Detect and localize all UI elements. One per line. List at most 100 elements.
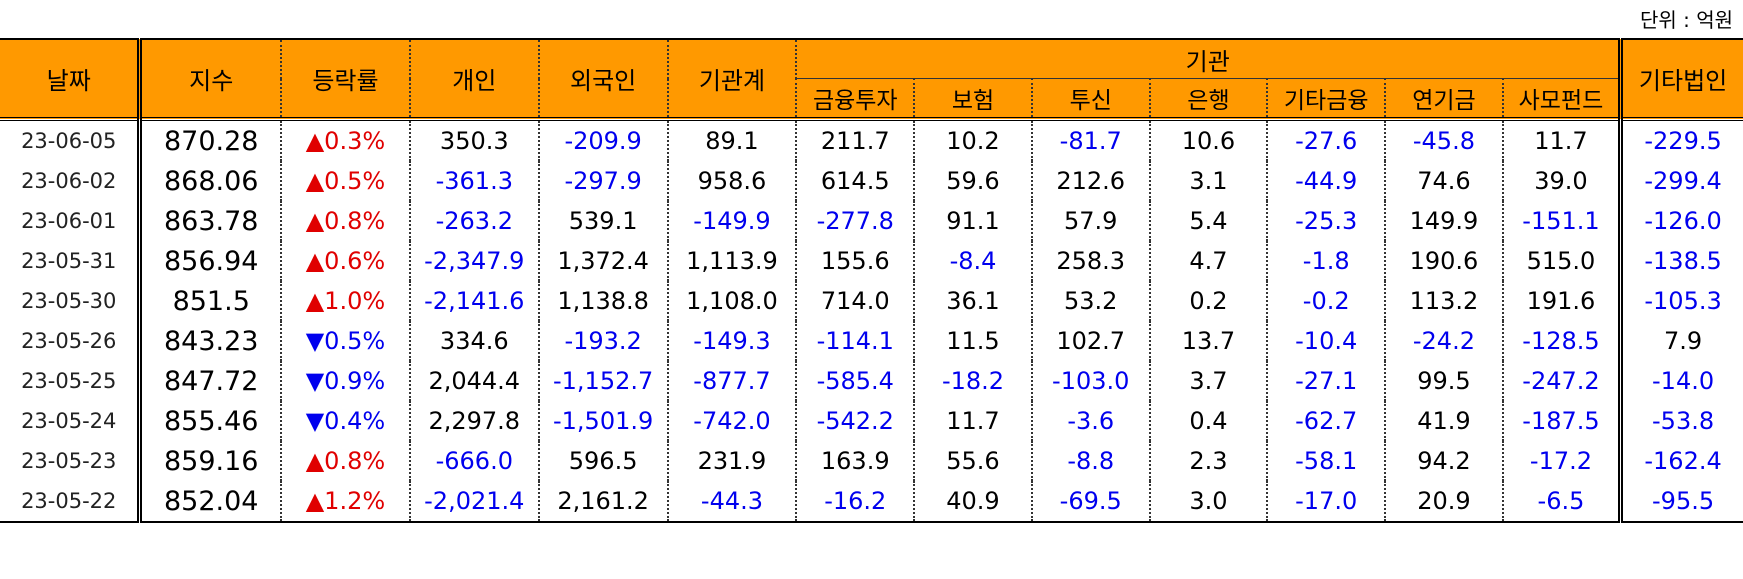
cell-fin-invest: -114.1: [795, 321, 916, 361]
cell-individual: 2,297.8: [408, 401, 540, 441]
cell-other-corp: -162.4: [1618, 441, 1743, 481]
cell-other-corp: -105.3: [1618, 281, 1743, 321]
header-inst-sub: 투신: [1030, 78, 1151, 121]
cell-other-fin: -44.9: [1266, 161, 1387, 201]
cell-individual: -666.0: [408, 441, 540, 481]
cell-private-fund: -17.2: [1501, 441, 1622, 481]
cell-fin-invest: 211.7: [795, 119, 916, 161]
cell-foreign: 1,372.4: [537, 241, 669, 281]
cell-other-fin: -17.0: [1266, 481, 1387, 523]
change-percent: 0.6%: [324, 247, 386, 275]
header-inst-sub: 사모펀드: [1501, 78, 1622, 121]
cell-fin-invest: 163.9: [795, 441, 916, 481]
cell-inst-total: -877.7: [666, 361, 798, 401]
cell-bank: 3.7: [1148, 361, 1269, 401]
change-percent: 0.5%: [324, 327, 386, 355]
cell-bank: 3.0: [1148, 481, 1269, 523]
cell-pension: 20.9: [1384, 481, 1504, 523]
cell-private-fund: -6.5: [1501, 481, 1622, 523]
cell-index: 855.46: [137, 401, 283, 441]
cell-index: 851.5: [137, 281, 283, 321]
cell-individual: 2,044.4: [408, 361, 540, 401]
change-percent: 0.9%: [324, 367, 386, 395]
cell-other-corp: -53.8: [1618, 401, 1743, 441]
cell-trust: 258.3: [1030, 241, 1151, 281]
cell-private-fund: -187.5: [1501, 401, 1622, 441]
header-other-corp: 기타법인: [1618, 38, 1743, 121]
cell-inst-total: 1,113.9: [666, 241, 798, 281]
cell-insurance: 36.1: [913, 281, 1033, 321]
cell-change: ▲1.2%: [280, 481, 411, 523]
cell-foreign: 596.5: [537, 441, 669, 481]
header-inst-sub: 보험: [913, 78, 1033, 121]
up-triangle-icon: ▲: [305, 207, 325, 235]
cell-individual: 334.6: [408, 321, 540, 361]
cell-foreign: 2,161.2: [537, 481, 669, 523]
cell-inst-total: -149.3: [666, 321, 798, 361]
cell-insurance: 59.6: [913, 161, 1033, 201]
up-triangle-icon: ▲: [305, 447, 325, 475]
cell-pension: 113.2: [1384, 281, 1504, 321]
cell-pension: 149.9: [1384, 201, 1504, 241]
cell-insurance: 40.9: [913, 481, 1033, 523]
cell-date: 23-05-30: [0, 281, 143, 321]
cell-date: 23-05-26: [0, 321, 143, 361]
header-inst-total: 기관계: [666, 38, 798, 121]
cell-other-corp: -229.5: [1618, 119, 1743, 161]
cell-change: ▲0.8%: [280, 201, 411, 241]
change-percent: 0.8%: [324, 207, 386, 235]
header-inst-sub: 기타금융: [1266, 78, 1387, 121]
cell-trust: -3.6: [1030, 401, 1151, 441]
investor-trading-table: 날짜 지수 등락률 개인 외국인 기관계 기관 기타법인 금융투자 보험 투신 …: [0, 38, 1743, 523]
cell-fin-invest: -542.2: [795, 401, 916, 441]
cell-bank: 0.2: [1148, 281, 1269, 321]
cell-bank: 0.4: [1148, 401, 1269, 441]
cell-other-corp: -138.5: [1618, 241, 1743, 281]
header-change: 등락률: [280, 38, 411, 121]
cell-insurance: 55.6: [913, 441, 1033, 481]
cell-date: 23-05-31: [0, 241, 143, 281]
cell-private-fund: -151.1: [1501, 201, 1622, 241]
cell-pension: -45.8: [1384, 119, 1504, 161]
cell-date: 23-05-25: [0, 361, 143, 401]
cell-bank: 13.7: [1148, 321, 1269, 361]
cell-individual: -2,347.9: [408, 241, 540, 281]
cell-individual: -2,141.6: [408, 281, 540, 321]
cell-other-fin: -1.8: [1266, 241, 1387, 281]
cell-index: 847.72: [137, 361, 283, 401]
table-row: 23-06-01 863.78 ▲0.8% -263.2 539.1 -149.9 -277…: [0, 201, 1743, 241]
cell-fin-invest: 614.5: [795, 161, 916, 201]
down-triangle-icon: ▼: [305, 327, 325, 355]
cell-insurance: -8.4: [913, 241, 1033, 281]
cell-date: 23-06-05: [0, 119, 143, 161]
table-row: 23-05-24 855.46 ▼0.4% 2,297.8 -1,501.9 -742.0…: [0, 401, 1743, 441]
cell-trust: 53.2: [1030, 281, 1151, 321]
cell-pension: 94.2: [1384, 441, 1504, 481]
cell-fin-invest: -277.8: [795, 201, 916, 241]
header-inst-sub: 금융투자: [795, 78, 916, 121]
up-triangle-icon: ▲: [305, 287, 325, 315]
cell-individual: 350.3: [408, 119, 540, 161]
cell-change: ▲0.6%: [280, 241, 411, 281]
table-row: 23-05-23 859.16 ▲0.8% -666.0 596.5 231.9 163.9…: [0, 441, 1743, 481]
cell-insurance: 91.1: [913, 201, 1033, 241]
cell-change: ▼0.4%: [280, 401, 411, 441]
cell-insurance: 11.7: [913, 401, 1033, 441]
cell-foreign: -1,152.7: [537, 361, 669, 401]
header-date: 날짜: [0, 38, 143, 121]
cell-trust: 57.9: [1030, 201, 1151, 241]
cell-inst-total: 231.9: [666, 441, 798, 481]
cell-inst-total: 89.1: [666, 119, 798, 161]
cell-index: 868.06: [137, 161, 283, 201]
cell-foreign: -209.9: [537, 119, 669, 161]
cell-individual: -361.3: [408, 161, 540, 201]
table-row: 23-05-31 856.94 ▲0.6% -2,347.9 1,372.4 1,113.…: [0, 241, 1743, 281]
cell-pension: 99.5: [1384, 361, 1504, 401]
table-row: 23-05-26 843.23 ▼0.5% 334.6 -193.2 -149.3 -114…: [0, 321, 1743, 361]
cell-private-fund: 39.0: [1501, 161, 1622, 201]
cell-inst-total: -44.3: [666, 481, 798, 523]
cell-foreign: -297.9: [537, 161, 669, 201]
cell-trust: 102.7: [1030, 321, 1151, 361]
down-triangle-icon: ▼: [305, 407, 325, 435]
cell-pension: -24.2: [1384, 321, 1504, 361]
